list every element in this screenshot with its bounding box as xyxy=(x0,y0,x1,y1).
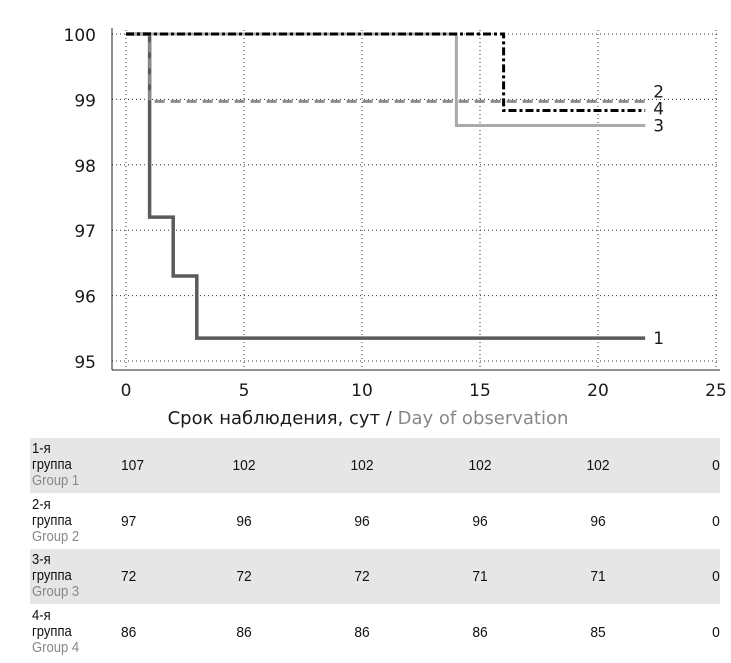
series-label: 3 xyxy=(653,117,664,137)
x-tick-label: 20 xyxy=(587,381,609,401)
at-risk-value: 71 xyxy=(472,568,488,585)
at-risk-value: 96 xyxy=(472,512,488,530)
at-risk-value: 86 xyxy=(236,623,252,641)
table-row: 2-я группа Group 2 97 96 96 96 96 0 xyxy=(30,494,720,549)
table-row: 1-я группа Group 1 107 102 102 102 102 0 xyxy=(30,438,720,494)
x-tick-label: 15 xyxy=(469,381,491,401)
series-2-line xyxy=(126,32,646,103)
series-1-line xyxy=(126,32,646,340)
group-label-ru1: 1-я xyxy=(32,441,51,457)
at-risk-value: 96 xyxy=(590,512,606,530)
y-tick-label: 96 xyxy=(74,288,96,308)
series-4-line xyxy=(126,32,646,113)
x-tick-label: 5 xyxy=(239,381,250,401)
y-tick-label: 100 xyxy=(64,26,96,46)
y-tick-label: 95 xyxy=(74,353,96,373)
at-risk-value: 86 xyxy=(354,623,370,641)
group-label-ru2: группа xyxy=(32,512,72,529)
table-row: 3-я группа Group 3 72 72 72 71 71 0 xyxy=(30,549,720,605)
at-risk-value: 85 xyxy=(590,623,606,641)
at-risk-value: 102 xyxy=(232,457,256,474)
group-label-ru1: 2-я xyxy=(32,496,51,513)
y-tick-label: 98 xyxy=(74,157,96,177)
x-axis-label-en: Day of observation xyxy=(398,408,569,429)
group-label-en: Group 1 xyxy=(32,473,80,489)
y-tick-label: 97 xyxy=(74,222,96,242)
at-risk-value: 0 xyxy=(712,568,720,585)
at-risk-value: 102 xyxy=(468,457,492,474)
at-risk-value: 72 xyxy=(121,568,137,585)
group-label: 2-я группа Group 2 xyxy=(32,497,79,545)
at-risk-value: 107 xyxy=(121,457,145,474)
at-risk-value: 96 xyxy=(354,512,370,530)
group-label: 3-я группа Group 3 xyxy=(32,552,79,600)
group-label: 1-я группа Group 1 xyxy=(32,441,79,489)
risk-table: 1-я группа Group 1 107 102 102 102 102 0 2-я групп… xyxy=(30,438,720,660)
at-risk-value: 102 xyxy=(350,457,374,474)
y-tick-label: 99 xyxy=(74,91,96,111)
x-tick-label: 0 xyxy=(121,381,132,401)
group-label-ru1: 3-я xyxy=(32,552,51,568)
at-risk-value: 72 xyxy=(354,568,370,585)
series-label: 1 xyxy=(653,329,664,349)
group-label-ru1: 4-я xyxy=(32,607,51,624)
at-risk-value: 0 xyxy=(712,457,720,474)
group-label-ru2: группа xyxy=(32,568,72,584)
svg-text:Срок наблюдения, сут /: Срок наблюдения, сут / Day of observatio… xyxy=(168,408,569,429)
km-chart: 0 5 10 15 20 25 95 96 97 98 99 100 1 2 34 Срок наблюде… xyxy=(64,26,727,429)
at-risk-value: 102 xyxy=(586,457,610,474)
group-label-en: Group 3 xyxy=(32,584,80,600)
at-risk-value: 96 xyxy=(236,512,252,530)
group-label-ru2: группа xyxy=(32,623,72,640)
at-risk-value: 72 xyxy=(236,568,252,585)
group-label-en: Group 4 xyxy=(32,639,80,656)
at-risk-value: 0 xyxy=(712,512,720,530)
group-label-ru2: группа xyxy=(32,457,72,473)
at-risk-value: 86 xyxy=(121,623,137,641)
group-label: 4-я группа Group 4 xyxy=(32,608,79,656)
at-risk-value: 71 xyxy=(590,568,606,585)
at-risk-value: 0 xyxy=(712,623,720,641)
x-tick-label: 10 xyxy=(351,381,373,401)
series-label: 4 xyxy=(653,100,664,120)
group-label-en: Group 2 xyxy=(32,528,80,545)
table-row: 4-я группа Group 4 86 86 86 86 85 0 xyxy=(30,605,720,660)
x-axis-label-ru: Срок наблюдения, сут / xyxy=(168,408,393,429)
at-risk-value: 86 xyxy=(472,623,488,641)
series-label: 2 xyxy=(653,82,664,102)
x-tick-label: 25 xyxy=(705,381,727,401)
at-risk-value: 97 xyxy=(121,512,137,530)
